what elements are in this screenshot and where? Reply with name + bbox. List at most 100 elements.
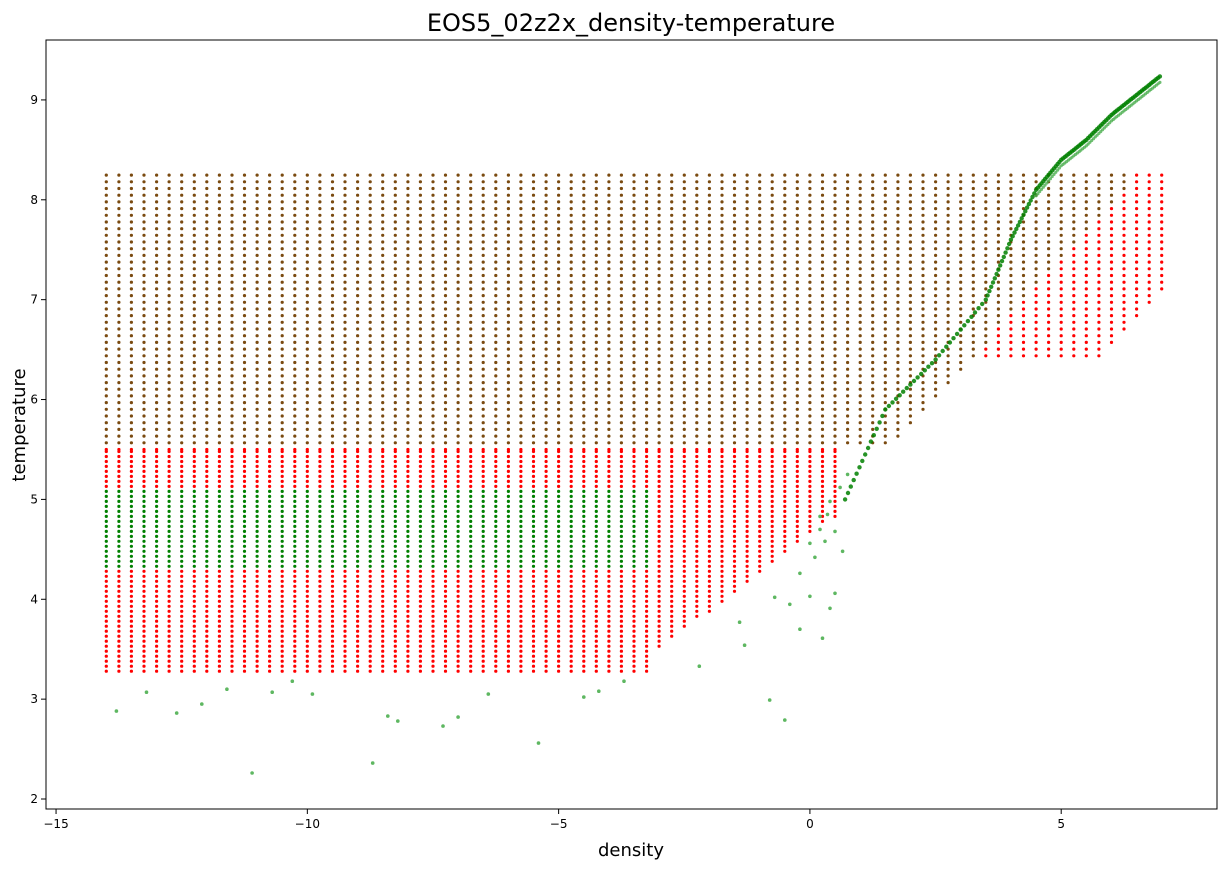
green-series-point: [569, 564, 573, 568]
red-series-point: [657, 464, 661, 468]
green-series-point: [469, 559, 473, 563]
green-series-point: [657, 367, 661, 371]
red-series-point: [242, 649, 247, 653]
green-series-point: [569, 287, 573, 291]
green-series-point: [117, 544, 121, 548]
red-series-point: [242, 574, 247, 578]
green-series-point: [180, 360, 184, 365]
red-series-point: [695, 594, 699, 598]
green-series-point: [318, 354, 322, 358]
green-series-point: [682, 441, 686, 445]
red-series-point: [368, 589, 372, 593]
red-series-point: [582, 604, 586, 608]
green-series-point: [506, 307, 510, 311]
green-series-point: [167, 544, 171, 548]
green-series-point: [858, 367, 862, 371]
red-series-point: [770, 524, 774, 529]
green-series-point: [682, 233, 686, 237]
green-series-point: [418, 441, 422, 445]
red-series-point: [657, 564, 661, 568]
green-series-point: [770, 193, 774, 197]
red-series-point: [393, 659, 397, 663]
red-series-point: [557, 654, 561, 658]
green-series-point: [431, 539, 435, 543]
red-series-point: [381, 447, 385, 452]
green-series-point: [469, 280, 473, 284]
green-series-point: [268, 509, 272, 513]
green-series-point: [167, 347, 171, 351]
green-series-point: [582, 207, 586, 211]
red-series-point: [557, 599, 561, 603]
red-series-point: [104, 459, 108, 464]
green-series-point: [619, 534, 624, 539]
red-series-point: [582, 639, 586, 643]
red-series-point: [393, 594, 397, 598]
green-series-point: [557, 207, 561, 211]
green-series-point: [481, 207, 485, 211]
red-series-point: [619, 584, 624, 588]
red-series-point: [192, 589, 196, 593]
red-series-point: [783, 464, 787, 468]
green-series-point: [443, 280, 448, 284]
green-series-point: [582, 213, 586, 217]
red-series-point: [569, 454, 573, 459]
red-series-point: [268, 464, 272, 468]
green-series-point: [167, 227, 171, 231]
green-series-point: [343, 539, 347, 543]
green-series-point: [670, 427, 674, 431]
green-series-point: [619, 300, 624, 304]
green-series-point: [506, 414, 510, 418]
green-series-point: [155, 534, 159, 539]
red-series-point: [531, 447, 536, 452]
green-series-point: [607, 240, 611, 244]
green-series-point: [456, 559, 460, 563]
red-series-point: [494, 669, 498, 673]
red-series-point: [833, 499, 837, 503]
green-series-point: [242, 421, 247, 425]
green-series-point: [732, 267, 737, 271]
red-series-point: [594, 649, 598, 653]
red-series-point: [670, 609, 674, 613]
green-series-point: [192, 564, 196, 568]
green-series-point: [230, 401, 234, 405]
red-series-point: [268, 454, 272, 459]
green-series-point: [205, 320, 209, 324]
green-series-point: [820, 180, 825, 184]
green-series-point: [846, 334, 850, 338]
green-series-point: [431, 407, 435, 411]
green-series-point: [506, 564, 510, 568]
green-series-point: [268, 300, 272, 304]
red-series-point: [481, 624, 485, 628]
green-series-point: [205, 529, 209, 534]
green-series-point: [381, 354, 385, 358]
green-series-point: [858, 173, 862, 177]
red-series-point: [481, 664, 485, 668]
green-series-point: [607, 559, 611, 563]
green-series-point: [104, 340, 108, 344]
red-series-point: [318, 454, 322, 459]
red-series-point: [393, 639, 397, 643]
green-series-point: [117, 314, 121, 318]
red-series-point: [745, 549, 749, 553]
green-series-point: [431, 554, 435, 558]
green-series-point: [167, 519, 171, 524]
green-series-point: [280, 294, 284, 298]
red-series-point: [607, 659, 611, 663]
red-series-point: [783, 509, 787, 513]
red-series-point: [833, 474, 837, 478]
green-series-point: [255, 280, 259, 284]
green-series-point: [293, 260, 297, 264]
green-series-point: [129, 509, 133, 513]
red-series-point: [795, 534, 799, 539]
red-series-point: [142, 644, 146, 648]
red-series-point: [619, 594, 624, 598]
red-series-point: [645, 469, 649, 473]
green-series-point: [858, 387, 862, 391]
green-series-point: [695, 280, 699, 284]
red-series-point: [205, 634, 209, 638]
green-series-point: [330, 307, 335, 311]
red-series-point: [770, 534, 774, 539]
red-series-point: [582, 589, 586, 593]
green-series-point: [343, 320, 347, 324]
red-series-point: [632, 604, 636, 608]
